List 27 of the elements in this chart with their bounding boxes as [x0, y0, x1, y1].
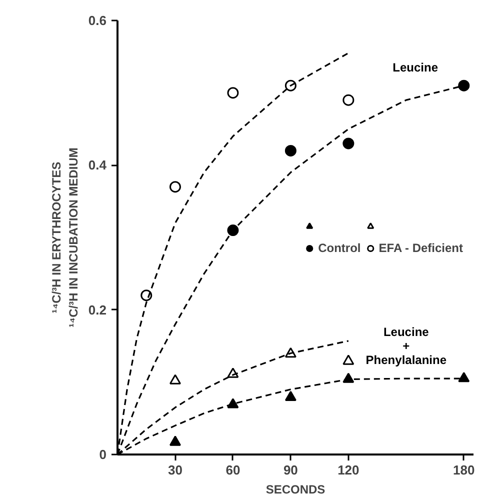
point: [284, 144, 296, 156]
annotation: Leucine: [392, 60, 438, 75]
point: [342, 138, 354, 150]
point: [342, 354, 354, 365]
x-tick-label: 30: [168, 462, 182, 478]
legend-label: Control: [318, 241, 361, 255]
x-tick-label: 180: [453, 462, 475, 478]
point: [284, 390, 296, 401]
point: [169, 374, 181, 384]
point: [169, 181, 181, 193]
y-tick-label: 0.6: [88, 13, 107, 28]
annotation: Leucine + Phenylalanine: [366, 325, 447, 367]
y-tick-label: 0.4: [88, 158, 108, 173]
x-axis-title: SECONDS: [266, 482, 326, 496]
point: [458, 80, 470, 92]
x-tick-label: 120: [338, 462, 360, 478]
point: [458, 372, 470, 382]
point: [342, 94, 354, 106]
x-tick-label: 90: [283, 462, 298, 478]
y-tick-label: 0: [99, 447, 107, 462]
point: [227, 224, 239, 236]
x-tick-label: 60: [226, 462, 240, 478]
y-tick-label: 0.2: [88, 302, 107, 318]
point: [169, 436, 181, 446]
y-axis-title: ¹⁴C/³H IN ERYTHROCYTES ¹⁴C/³H IN INCUBATION MEDIUM: [50, 148, 80, 328]
legend-label: EFA - Deficient: [378, 241, 463, 255]
point: [227, 87, 239, 99]
